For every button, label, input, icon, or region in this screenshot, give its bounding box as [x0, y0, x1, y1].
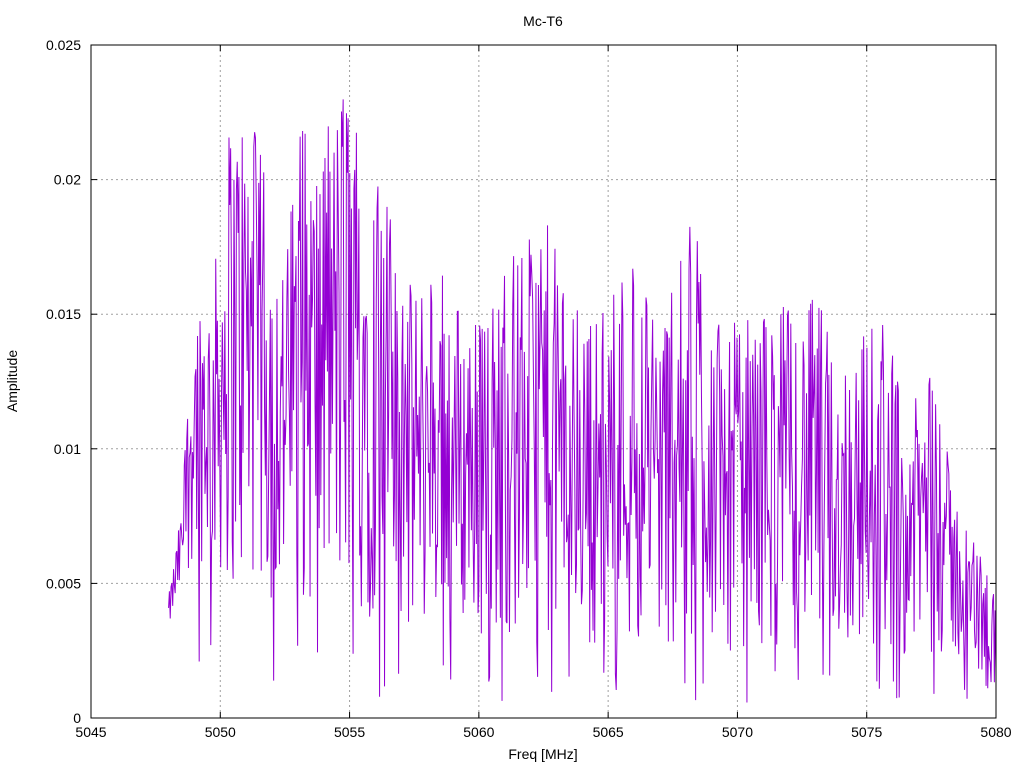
y-tick-label: 0.015 — [46, 306, 81, 322]
y-tick-label: 0.01 — [54, 441, 81, 457]
series-line — [168, 99, 997, 703]
x-tick-label: 5065 — [593, 724, 624, 740]
y-axis-label: Amplitude — [4, 350, 20, 412]
axis-ticks: 5045 5050 5055 5060 5065 5070 5075 5080 0 0.005 0.… — [46, 37, 1012, 740]
x-tick-label: 5070 — [722, 724, 753, 740]
y-tick-label: 0 — [73, 710, 81, 726]
x-tick-label: 5075 — [851, 724, 882, 740]
x-tick-label: 5060 — [463, 724, 494, 740]
chart-title: Mc-T6 — [523, 13, 563, 29]
y-tick-label: 0.02 — [54, 172, 81, 188]
y-tick-label: 0.005 — [46, 575, 81, 591]
series-layer — [168, 99, 997, 703]
x-tick-label: 5055 — [334, 724, 365, 740]
y-tick-label: 0.025 — [46, 37, 81, 53]
x-tick-label: 5045 — [75, 724, 106, 740]
x-tick-label: 5050 — [205, 724, 236, 740]
x-tick-label: 5080 — [980, 724, 1011, 740]
x-axis-label: Freq [MHz] — [508, 746, 577, 762]
plot-frame — [90, 44, 997, 719]
